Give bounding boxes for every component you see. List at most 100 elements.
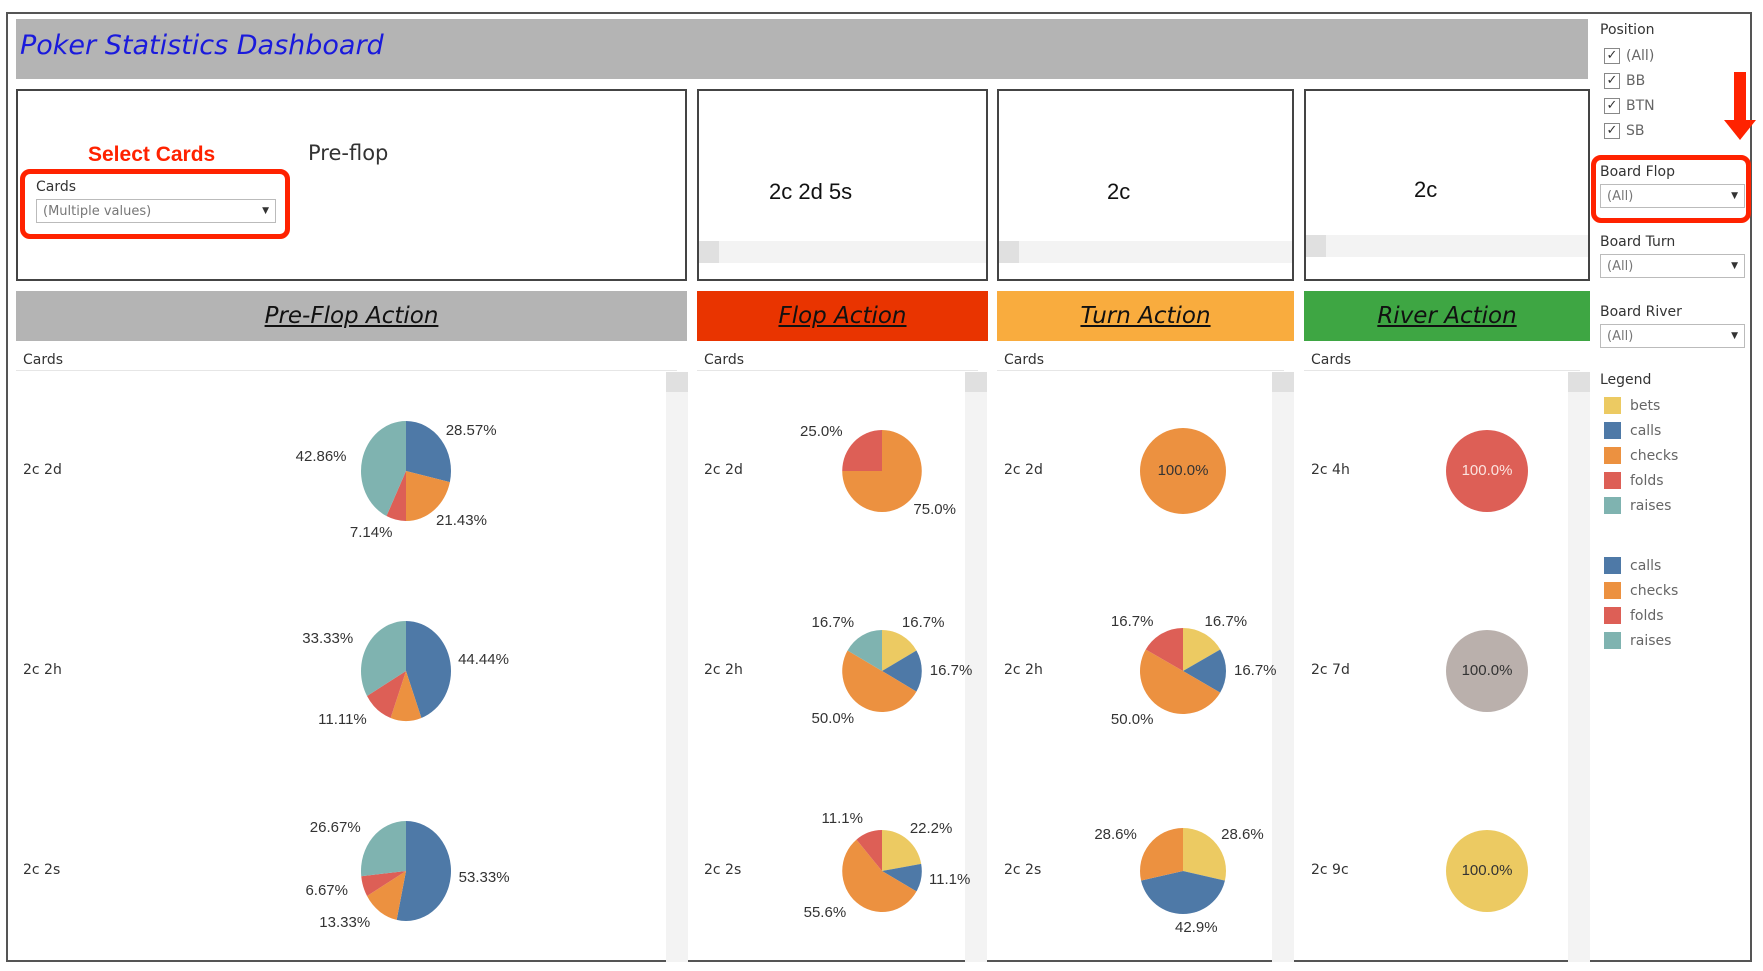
pie-slice-folds[interactable] [367,671,406,718]
divider [1304,370,1580,371]
preflop-filter-panel: Select Cards Pre-flop Cards (Multiple va… [16,89,687,281]
cards-filter-label: Cards [36,179,77,195]
pie-slice-raises[interactable] [361,621,406,696]
filter-sidebar: Position ✓ (All) ✓ BB ✓ BTN ✓ SB [1600,22,1750,143]
legend-item[interactable]: folds [1604,603,1678,628]
pie-slice-calls[interactable] [882,650,922,692]
pie-slice-calls[interactable] [406,621,451,718]
scrollbar-thumb[interactable] [965,372,987,392]
legend-item[interactable]: checks [1604,578,1678,603]
river-action-title: River Action [1377,303,1517,329]
legend-item[interactable]: checks [1604,443,1678,468]
pie-slice-label: 16.7% [929,662,973,680]
checkbox[interactable]: ✓ [1604,72,1620,89]
legend-item[interactable]: raises [1604,493,1678,518]
pie-slice-folds[interactable] [386,471,406,521]
preflop-action-title: Pre-Flop Action [264,303,439,329]
pie-slice-bets[interactable] [882,630,917,671]
legend-item[interactable]: calls [1604,418,1678,443]
pie-slice-label: 11.1% [821,810,863,828]
legend-swatch-folds [1604,472,1621,489]
cards-filter-value: (Multiple values) [43,203,152,219]
cards-filter-dropdown[interactable]: (Multiple values) ▼ [36,199,276,223]
pie-slice-bets[interactable] [1446,830,1528,912]
divider [997,370,1284,371]
legend-swatch-calls [1604,422,1621,439]
pie-slice-label: 11.11% [318,711,367,729]
legend-label: folds [1630,607,1664,624]
pie-slice-checks[interactable] [1140,828,1183,881]
legend-item[interactable]: folds [1604,468,1678,493]
pie-slice-calls[interactable] [1183,649,1226,693]
checkbox[interactable]: ✓ [1604,122,1620,139]
pie-slice-folds[interactable] [1145,628,1183,671]
scrollbar-thumb[interactable] [1306,235,1326,257]
scrollbar-thumb[interactable] [999,241,1019,263]
pie-slice-label: 21.43% [436,512,487,530]
pie-slice-label: 42.86% [295,447,347,465]
pie-slice-bets[interactable] [1183,628,1221,671]
pie-slice-raises[interactable] [847,630,882,671]
pie-slice-checks[interactable] [842,839,917,912]
pie-slice-unknown[interactable] [1446,630,1528,712]
arrow-shaft [1734,72,1746,122]
pie-slice-checks[interactable] [367,871,406,920]
position-option[interactable]: ✓ (All) [1604,43,1750,68]
position-option-label: BB [1626,72,1646,89]
position-option[interactable]: ✓ BB [1604,68,1750,93]
pie-slice-checks[interactable] [1139,649,1221,715]
legend-swatch-checks [1604,582,1621,599]
pie-slice-checks[interactable] [1140,428,1226,514]
legend-item[interactable]: calls [1604,553,1678,578]
pie-slice-bets[interactable] [882,830,922,871]
chevron-down-icon: ▼ [1731,261,1738,271]
scrollbar-thumb[interactable] [1568,372,1590,392]
vertical-scrollbar[interactable] [1272,372,1294,962]
pie-slice-folds[interactable] [361,871,406,897]
vertical-scrollbar[interactable] [965,372,987,962]
pie-slice-checks[interactable] [390,671,422,721]
pie-slice-calls[interactable] [396,821,451,921]
horizontal-scrollbar[interactable] [1306,235,1588,257]
pie-turn-2c2s [1140,828,1226,914]
pie-slice-folds[interactable] [1446,430,1528,512]
pie-slice-label: 100.0% [1461,462,1513,479]
pie-slice-bets[interactable] [1183,828,1226,881]
position-option[interactable]: ✓ BTN [1604,93,1750,118]
pie-river-2c7d [1446,630,1528,712]
pie-slice-calls[interactable] [882,863,922,892]
legend-title: Legend [1600,372,1652,388]
board-turn-dropdown[interactable]: (All) ▼ [1600,254,1745,278]
position-option[interactable]: ✓ SB [1604,118,1750,143]
pie-slice-raises[interactable] [361,421,406,517]
pie-slice-folds[interactable] [842,430,882,471]
board-river-label: Board River [1600,304,1682,320]
checkbox[interactable]: ✓ [1604,97,1620,114]
turn-board-panel: 2c [997,89,1294,281]
pie-slice-calls[interactable] [1141,871,1225,914]
legend-item[interactable]: raises [1604,628,1678,653]
legend-item[interactable]: bets [1604,393,1678,418]
pie-preflop-2c2s [361,821,451,921]
horizontal-scrollbar[interactable] [999,241,1292,263]
pie-slice-label: 26.67% [309,819,361,837]
pie-slice-checks[interactable] [406,471,450,521]
pie-slice-raises[interactable] [361,821,406,877]
board-flop-dropdown[interactable]: (All) ▼ [1600,184,1745,208]
position-option-label: (All) [1626,47,1655,64]
pie-slice-label: 75.0% [913,500,956,518]
pie-slice-checks[interactable] [842,650,917,712]
vertical-scrollbar[interactable] [1568,372,1590,962]
board-river-value: (All) [1607,328,1634,344]
vertical-scrollbar[interactable] [666,372,688,962]
checkbox[interactable]: ✓ [1604,47,1620,64]
scrollbar-thumb[interactable] [1272,372,1294,392]
scrollbar-thumb[interactable] [666,372,688,392]
board-river-dropdown[interactable]: (All) ▼ [1600,324,1745,348]
river-board-value: 2c [1414,177,1438,202]
scrollbar-thumb[interactable] [699,241,719,263]
pie-slice-calls[interactable] [406,421,451,483]
pie-slice-folds[interactable] [856,830,882,871]
horizontal-scrollbar[interactable] [699,241,986,263]
legend-swatch-folds [1604,607,1621,624]
